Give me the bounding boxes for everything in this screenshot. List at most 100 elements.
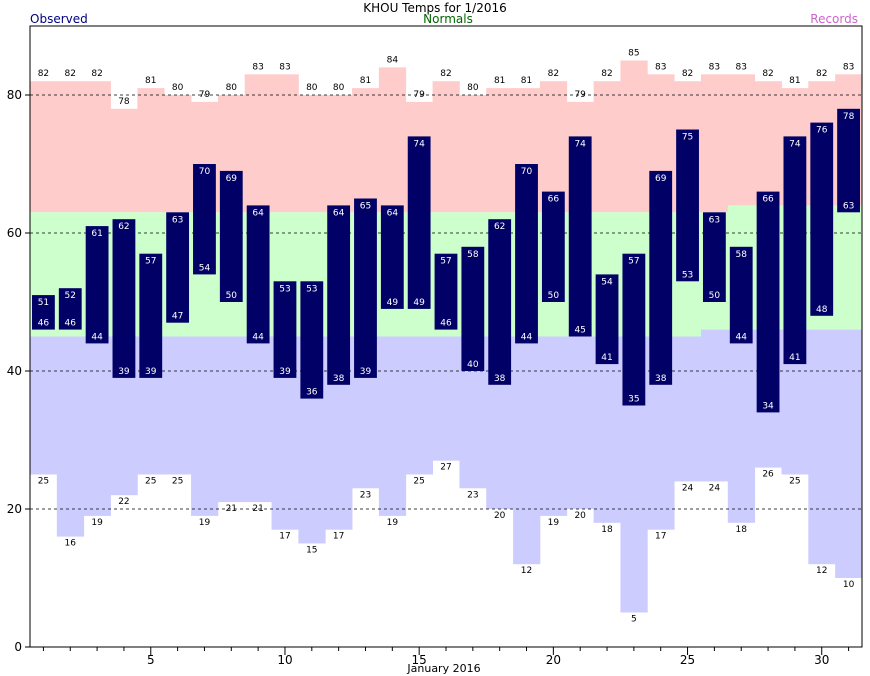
record-high-band [727,74,756,206]
x-tick-label: 15 [412,653,427,667]
observed-low-label: 38 [655,374,667,384]
record-low-band [217,336,246,503]
record-low-band [808,329,836,565]
record-low-band [593,336,621,523]
observed-bar [676,129,699,282]
observed-bar [783,136,807,365]
record-low-label: 20 [494,511,506,521]
observed-low-label: 36 [306,388,318,398]
record-high-band [271,74,299,213]
observed-low-label: 44 [252,332,264,342]
observed-low-label: 47 [172,312,183,322]
legend-normals: Normals [423,12,473,26]
observed-bar [219,170,243,302]
observed-low-label: 50 [709,291,721,301]
observed-low-label: 41 [601,353,612,363]
record-low-label: 27 [440,463,451,473]
observed-low-label: 46 [38,319,50,329]
observed-high-label: 62 [494,222,505,232]
x-tick-label: 10 [277,653,292,667]
record-high-band [110,108,138,213]
record-low-band [191,336,219,516]
observed-bar [112,219,136,378]
observed-bar [327,205,351,385]
x-axis-label: January 2016 [406,662,480,675]
record-low-label: 26 [762,470,774,480]
observed-bar [246,205,270,344]
observed-low-label: 41 [789,353,800,363]
record-low-label: 18 [601,525,613,535]
observed-high-label: 74 [574,139,586,149]
x-tick-label: 20 [546,653,561,667]
observed-high-label: 75 [682,133,693,143]
observed-low-label: 38 [333,374,345,384]
record-high-band [83,81,111,213]
observed-low-label: 34 [762,401,774,411]
record-high-label: 81 [494,76,505,86]
observed-high-label: 63 [172,215,183,225]
record-high-band [352,88,380,213]
record-high-label: 82 [816,69,827,79]
observed-low-label: 44 [521,332,533,342]
record-low-label: 17 [333,532,344,542]
record-high-label: 80 [226,83,238,93]
legend-observed: Observed [30,12,88,26]
record-high-label: 82 [38,69,49,79]
record-low-band [727,329,756,523]
record-high-label: 83 [843,62,854,72]
record-low-label: 24 [709,483,721,493]
y-tick-label: 60 [7,226,22,240]
record-low-label: 10 [843,580,855,590]
observed-low-label: 39 [360,367,372,377]
observed-bar [729,246,753,344]
observed-low-label: 50 [548,291,560,301]
record-high-label: 80 [172,83,184,93]
record-high-label: 82 [440,69,451,79]
observed-low-label: 48 [816,305,828,315]
y-tick-label: 20 [7,502,22,516]
observed-bar [568,136,592,337]
record-low-band [539,336,568,516]
record-low-label: 21 [226,504,237,514]
observed-high-label: 62 [118,222,129,232]
observed-bar [702,212,726,302]
record-low-band [835,329,863,578]
record-low-label: 20 [574,511,586,521]
observed-high-label: 66 [762,195,774,205]
observed-low-label: 50 [226,291,238,301]
record-high-band [593,81,621,213]
normal-band [835,205,863,330]
y-tick-label: 80 [7,88,22,102]
record-high-label: 79 [574,90,586,100]
observed-high-label: 70 [521,167,533,177]
record-low-band [432,336,460,461]
record-high-label: 79 [199,90,211,100]
observed-bar [622,253,646,406]
observed-bar [354,198,377,378]
record-low-band [56,336,85,537]
observed-bar [300,281,324,399]
observed-high-label: 52 [65,291,76,301]
chart-title: KHOU Temps for 1/2016 [363,1,507,15]
observed-bar [85,226,109,344]
record-high-label: 81 [521,76,532,86]
observed-bar [649,170,673,385]
x-tick-label: 5 [147,653,155,667]
record-high-band [700,74,729,213]
record-high-band [164,95,192,213]
record-high-label: 85 [628,49,639,59]
record-high-band [378,67,407,213]
record-low-label: 16 [65,539,77,549]
record-high-label: 81 [789,76,800,86]
observed-bar [837,108,860,213]
record-high-label: 82 [91,69,102,79]
observed-high-label: 57 [628,257,639,267]
record-high-label: 84 [387,55,399,65]
record-low-label: 17 [655,532,666,542]
record-low-label: 19 [548,518,560,528]
record-high-band [754,81,782,206]
observed-bars-layer [32,108,860,413]
observed-low-label: 63 [843,201,854,211]
y-tick-label: 0 [14,640,22,654]
record-high-band [459,95,487,213]
